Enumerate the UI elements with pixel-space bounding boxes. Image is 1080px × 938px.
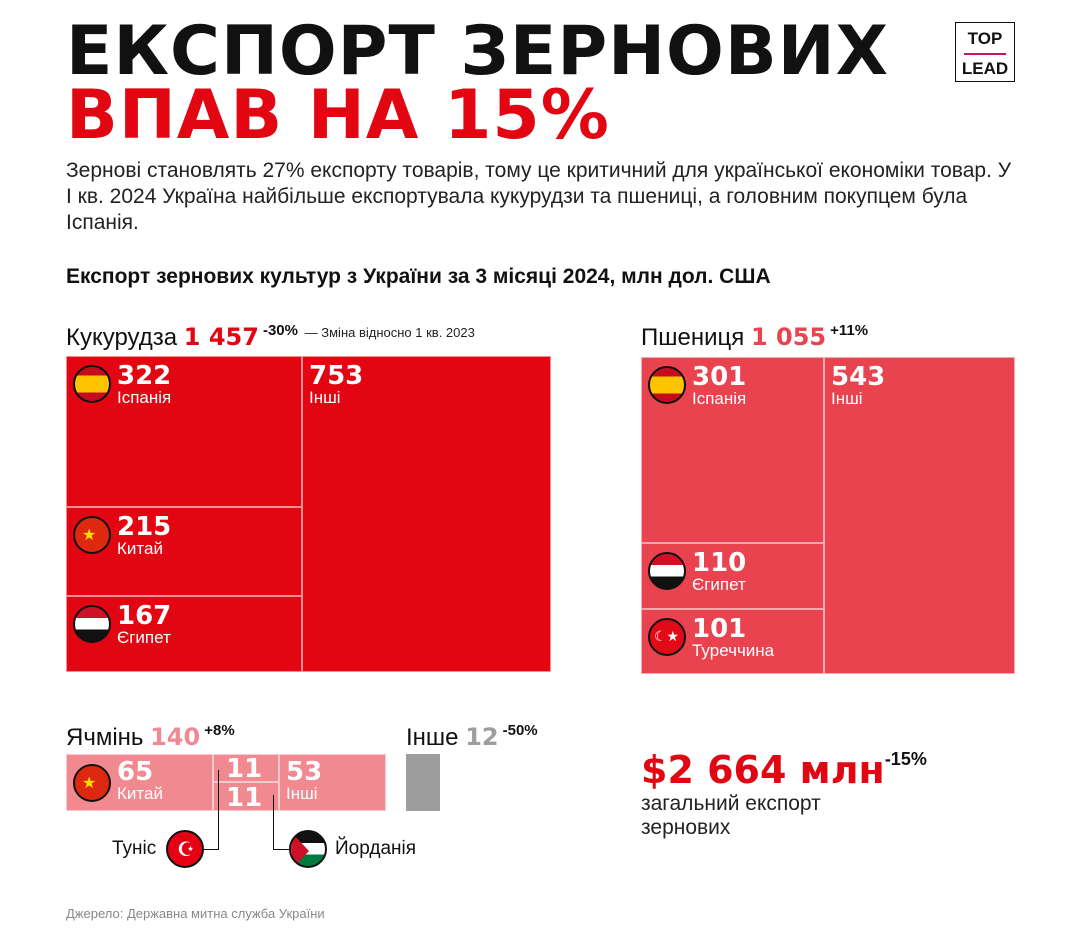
value: 53	[286, 757, 323, 787]
jordan-label: Йорданія	[335, 838, 417, 859]
total-change: -15%	[884, 749, 927, 769]
jordan-leader-line	[273, 795, 274, 850]
wheat-cell-egypt: 110 Єгипет	[641, 543, 824, 609]
spain-flag-icon	[73, 365, 111, 403]
wheat-cell-others: 543 Інші	[824, 357, 1015, 674]
chart-subtitle: Експорт зернових культур з України за 3 …	[66, 265, 771, 288]
logo: TOP LEAD	[955, 22, 1015, 82]
country: Єгипет	[692, 575, 746, 594]
china-flag-icon	[73, 516, 111, 554]
total-desc-1: загальний експорт	[641, 792, 821, 815]
wheat-change: +11%	[830, 322, 869, 339]
corn-name: Кукурудза	[66, 324, 178, 351]
barley-name: Ячмінь	[66, 724, 144, 751]
tunisia-flag-icon	[166, 830, 204, 868]
country: Китай	[117, 539, 163, 558]
barley-cell-jordan: 11	[213, 782, 279, 811]
country: Китай	[117, 784, 163, 803]
corn-label: Кукурудза 1 457 -30% — Зміна відносно 1 к…	[66, 322, 475, 352]
value: 167	[117, 601, 172, 631]
country: Іспанія	[692, 389, 747, 408]
country: Інші	[286, 784, 318, 803]
corn-change: -30%	[262, 322, 298, 339]
logo-bottom: LEAD	[961, 59, 1009, 78]
corn-cell-others: 753 Інші	[302, 356, 551, 672]
value: 301	[692, 362, 747, 392]
egypt-flag-icon	[73, 605, 111, 643]
other-name: Інше	[406, 724, 459, 751]
value: 322	[117, 361, 172, 391]
title-line2: ВПАВ НА 15%	[66, 76, 610, 155]
barley-cell-tunisia: 11	[213, 754, 279, 782]
egypt-flag-icon	[648, 552, 686, 590]
title-line1: ЕКСПОРТ ЗЕРНОВИХ	[66, 12, 890, 91]
tunisia-label: Туніс	[112, 838, 157, 859]
value: 11	[226, 783, 263, 813]
jordan-leader-line-h	[273, 849, 289, 850]
other-label: Інше 12 -50%	[406, 722, 538, 752]
value: 110	[692, 548, 747, 578]
wheat-label: Пшениця 1 055 +11%	[641, 322, 868, 352]
country: Інші	[309, 388, 341, 407]
value: 65	[117, 757, 154, 787]
corn-total: 1 457	[183, 323, 259, 351]
value: 11	[226, 754, 263, 784]
country: Туреччина	[692, 641, 775, 660]
country: Єгипет	[117, 628, 171, 647]
spain-flag-icon	[648, 366, 686, 404]
turkey-flag-icon	[648, 618, 686, 656]
wheat-cell-spain: 301 Іспанія	[641, 357, 824, 543]
other-total: 12	[465, 723, 499, 751]
country: Іспанія	[117, 388, 172, 407]
total-value: $2 664 млн	[641, 748, 885, 792]
country: Інші	[831, 389, 863, 408]
corn-cell-egypt: 167 Єгипет	[66, 596, 302, 672]
wheat-name: Пшениця	[641, 324, 745, 351]
value: 101	[692, 614, 747, 644]
tunisia-leader-line	[218, 770, 219, 850]
value: 215	[117, 512, 172, 542]
source: Джерело: Державна митна служба України	[66, 906, 325, 921]
change-note: — Зміна відносно 1 кв. 2023	[304, 325, 475, 340]
corn-cell-spain: 322 Іспанія	[66, 356, 302, 507]
tunisia-leader-line-h	[204, 849, 219, 850]
value: 543	[831, 362, 886, 392]
barley-change: +8%	[204, 722, 235, 739]
logo-top: TOP	[967, 29, 1003, 48]
barley-cell-others: 53 Інші	[279, 754, 386, 811]
barley-label: Ячмінь 140 +8%	[66, 722, 235, 752]
total-desc-2: зернових	[641, 816, 731, 839]
other-bar	[406, 754, 440, 811]
total-block: $2 664 млн-15% загальний експорт зернови…	[641, 748, 927, 840]
wheat-total: 1 055	[750, 323, 827, 351]
barley-total: 140	[150, 723, 201, 751]
jordan-flag-icon	[289, 830, 327, 868]
intro-text: Зернові становлять 27% експорту товарів,…	[66, 159, 1012, 234]
china-flag-icon	[73, 764, 111, 802]
other-change: -50%	[502, 722, 538, 739]
value: 753	[309, 361, 364, 391]
